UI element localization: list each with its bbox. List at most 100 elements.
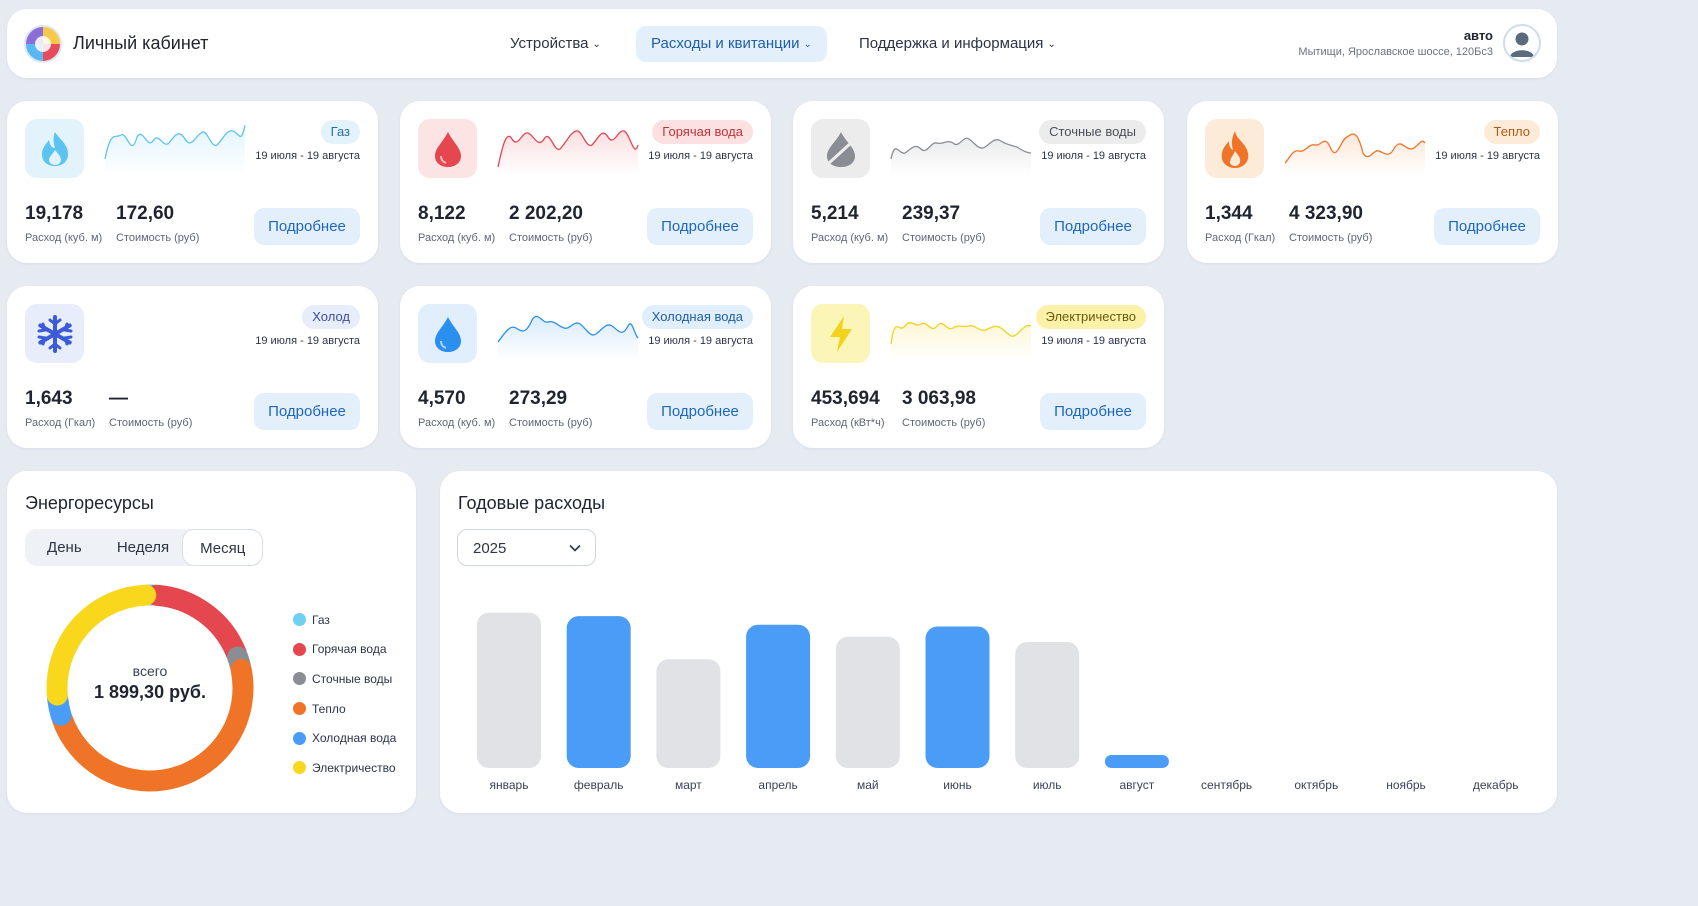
legend-label: Горячая вода: [312, 642, 387, 657]
details-button[interactable]: Подробнее: [1040, 208, 1146, 245]
cost-label: Стоимость (руб): [509, 232, 593, 244]
lightning-icon: [811, 304, 870, 363]
x-tick-label: март: [675, 778, 702, 792]
consumption-value: 8,122: [418, 203, 466, 224]
details-button[interactable]: Подробнее: [647, 208, 753, 245]
details-button[interactable]: Подробнее: [647, 393, 753, 430]
legend-dot: [293, 731, 306, 745]
x-tick-label: январь: [490, 778, 529, 792]
legend-item: Сточные воды: [293, 664, 396, 694]
details-button[interactable]: Подробнее: [1434, 208, 1540, 245]
donut-caption: всего: [132, 663, 168, 679]
bar-2[interactable]: [656, 659, 721, 768]
x-tick-label: октябрь: [1294, 778, 1338, 792]
donut-slice-hot-water[interactable]: [145, 584, 247, 665]
resource-card-gas: Газ 19 июля - 19 августа 19,178 Расход (…: [7, 101, 378, 263]
legend-dot: [293, 761, 306, 775]
app-logo[interactable]: [24, 25, 62, 63]
resource-tag: Газ: [320, 120, 360, 144]
period-day-button[interactable]: День: [47, 539, 82, 556]
legend-label: Сточные воды: [312, 671, 393, 686]
nav-support[interactable]: Поддержка и информация ⌄: [844, 26, 1071, 62]
legend-item: Холодная вода: [293, 723, 396, 753]
fire-icon: [1205, 119, 1264, 178]
yearly-title: Годовые расходы: [458, 493, 606, 513]
energy-panel: Энергоресурсы День Неделя Месяц всего 1 …: [7, 471, 416, 813]
resource-card-cold: Холод 19 июля - 19 августа 1,643 Расход …: [7, 286, 378, 448]
brand-title[interactable]: Личный кабинет: [73, 33, 209, 53]
nav-devices-label: Устройства: [510, 35, 589, 52]
sparkline-chart: [890, 322, 1032, 360]
period-range: 19 июля - 19 августа: [648, 335, 753, 347]
chevron-down-icon: [569, 544, 581, 552]
cost-value: 2 202,20: [509, 203, 583, 224]
legend-item: Газ: [293, 605, 396, 635]
bar-5[interactable]: [925, 626, 990, 768]
water-drop-icon: [418, 304, 477, 363]
resource-tag: Сточные воды: [1039, 120, 1146, 144]
nav-expenses[interactable]: Расходы и квитанции ⌄: [636, 26, 827, 62]
donut-slice-heat[interactable]: [51, 658, 254, 792]
resource-tag: Электричество: [1035, 305, 1146, 329]
period-range: 19 июля - 19 августа: [1041, 335, 1146, 347]
cost-value: 273,29: [509, 388, 568, 409]
resource-card-sewage: Сточные воды 19 июля - 19 августа 5,214 …: [793, 101, 1164, 263]
chevron-down-icon: ⌄: [1047, 39, 1056, 50]
year-select[interactable]: 2025: [457, 529, 596, 566]
bar-6[interactable]: [1015, 641, 1080, 768]
x-tick-label: декабрь: [1473, 778, 1519, 792]
consumption-label: Расход (Гкал): [1205, 232, 1276, 244]
period-switch: День Неделя Месяц: [25, 529, 264, 566]
x-tick-label: сентябрь: [1201, 778, 1252, 792]
x-tick-label: август: [1120, 778, 1155, 792]
cost-value: —: [109, 388, 128, 409]
consumption-value: 1,643: [25, 388, 73, 409]
yearly-panel: январь февраль март апрель май июнь июль август…: [440, 471, 1557, 813]
bar-1[interactable]: [566, 616, 631, 768]
energy-donut-chart: [46, 584, 254, 792]
resource-tag: Холод: [302, 305, 360, 329]
period-month-button[interactable]: Месяц: [182, 529, 264, 566]
resource-card-electricity: Электричество 19 июля - 19 августа 453,6…: [793, 286, 1164, 448]
cost-label: Стоимость (руб): [1289, 232, 1373, 244]
resource-card-heat: Тепло 19 июля - 19 августа 1,344 Расход …: [1187, 101, 1558, 263]
legend-item: Горячая вода: [293, 635, 396, 665]
consumption-label: Расход (куб. м): [25, 232, 103, 244]
cost-value: 239,37: [902, 203, 961, 224]
energy-title: Энергоресурсы: [25, 493, 154, 513]
details-button[interactable]: Подробнее: [254, 208, 360, 245]
sparkline-chart: [1284, 133, 1426, 175]
consumption-value: 4,570: [418, 388, 466, 409]
consumption-label: Расход (Гкал): [25, 417, 96, 429]
bar-0[interactable]: [477, 612, 541, 768]
period-range: 19 июля - 19 августа: [255, 335, 360, 347]
details-button[interactable]: Подробнее: [254, 393, 360, 430]
cost-value: 172,60: [116, 203, 175, 224]
cost-label: Стоимость (руб): [902, 232, 986, 244]
nav-devices[interactable]: Устройства ⌄: [495, 26, 616, 62]
resource-tag: Тепло: [1483, 120, 1540, 144]
legend-label: Тепло: [312, 701, 346, 716]
details-button[interactable]: Подробнее: [1040, 393, 1146, 430]
donut-total: 1 899,30 руб.: [94, 682, 206, 702]
bar-4[interactable]: [835, 636, 900, 768]
snowflake-icon: [25, 304, 84, 363]
x-tick-label: ноябрь: [1386, 778, 1426, 792]
cost-label: Стоимость (руб): [902, 417, 986, 429]
x-tick-label: июнь: [943, 778, 972, 792]
yearly-bar-chart: январь февраль март апрель май июнь июль август…: [477, 612, 1519, 792]
x-tick-label: июль: [1033, 778, 1062, 792]
period-range: 19 июля - 19 августа: [1435, 150, 1540, 162]
user-avatar-icon[interactable]: [1503, 24, 1541, 62]
legend-dot: [293, 613, 306, 627]
donut-slice-electricity[interactable]: [46, 584, 157, 706]
consumption-label: Расход (куб. м): [418, 232, 496, 244]
bar-7[interactable]: [1104, 755, 1169, 768]
cost-label: Стоимость (руб): [509, 417, 593, 429]
legend-label: Газ: [312, 612, 330, 627]
cost-label: Стоимость (руб): [116, 232, 200, 244]
x-tick-label: апрель: [758, 778, 797, 792]
bar-3[interactable]: [746, 624, 811, 768]
period-week-button[interactable]: Неделя: [116, 539, 170, 556]
x-tick-label: февраль: [574, 778, 624, 792]
